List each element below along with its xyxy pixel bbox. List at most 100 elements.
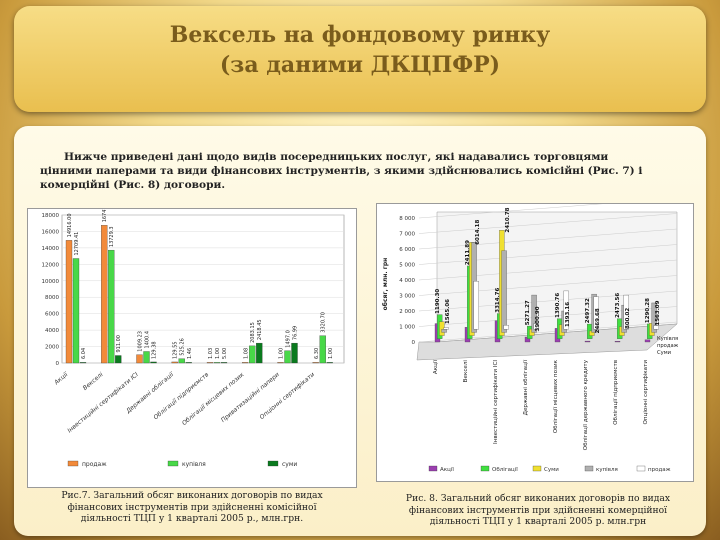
bar (277, 362, 284, 364)
bar (143, 351, 150, 364)
bar (256, 342, 263, 364)
bar (473, 281, 479, 330)
data-label: 2083.15 (250, 322, 256, 343)
bar (171, 361, 178, 364)
data-label: 6.04 (81, 348, 87, 359)
bar (614, 341, 621, 343)
data-label: 1290.28 (645, 298, 651, 323)
slide-title: Вексель на фондовому ринку (за даними ДК… (14, 20, 706, 80)
gridline (418, 306, 678, 327)
y-tick-label: 2000 (45, 345, 59, 351)
data-label: 6014.18 (475, 220, 481, 245)
x-category-label: Векселі (463, 360, 469, 383)
data-label: 1009.23 (138, 331, 144, 352)
title-line-1: Вексель на фондовому ринку (169, 22, 551, 48)
y-tick-label: 4000 (45, 328, 59, 334)
data-label: 1390.76 (555, 293, 561, 318)
y-tick-label: 2 000 (399, 309, 415, 315)
caption-fig7: Рис.7. Загальний обсяг виконаних договор… (40, 490, 344, 525)
bar (150, 361, 157, 364)
y-tick-label: 7 000 (399, 232, 415, 238)
data-label: 129.55 (173, 341, 179, 359)
legend-label: купівля (596, 467, 618, 473)
x-category-label: Приватизаційні папери (220, 371, 281, 424)
data-label: 2469.68 (595, 308, 601, 333)
legend-swatch (267, 460, 279, 467)
x-category-label: Облігації державного кредиту (583, 359, 589, 450)
gridline (418, 244, 678, 265)
data-label: 1.00 (279, 348, 285, 359)
bar (185, 362, 192, 364)
data-label: 14916.00 (67, 213, 73, 237)
x-category-label: Акції (433, 360, 439, 375)
data-label: 3320.70 (321, 312, 327, 333)
y-tick-label: 10000 (42, 279, 60, 285)
legend-label: Акції (440, 467, 454, 473)
side-legend-label: Суми (657, 350, 671, 356)
gridline (418, 321, 678, 343)
data-label: 1565.06 (445, 299, 451, 324)
data-label: 2418.45 (257, 319, 263, 340)
bar (213, 362, 221, 364)
data-label: 1393.16 (565, 302, 571, 327)
x-category-label: Облігації місцевих позик (181, 371, 246, 427)
y-tick-label: 8000 (45, 295, 59, 301)
legend-label: продаж (648, 467, 671, 473)
data-label: 13729.3 (109, 226, 115, 247)
bar (65, 240, 73, 364)
data-label: 2497.32 (585, 298, 591, 323)
caption-fig8-line-2: фінансових інструментів при здійсненні к… (408, 504, 668, 516)
x-category-label: Державні облігації (523, 360, 529, 416)
caption-fig8-line-1: Рис. 8. Загальний обсяг виконаних догово… (405, 493, 671, 504)
chart-commission-svg: 0 2000 4000 6000 8000 10000 12000 14000 16000 180… (28, 198, 356, 479)
bar (584, 340, 591, 343)
bar (284, 350, 291, 364)
data-label: 1.03 (208, 348, 214, 359)
bar (206, 362, 214, 364)
data-label: 129.38 (152, 341, 158, 359)
data-label: 1.00 (328, 348, 334, 359)
y-tick-label: 4 000 (399, 278, 415, 284)
y-axis-label: обсяг, млн. грн (382, 258, 389, 311)
y-tick-label: 0 (56, 361, 60, 367)
chart-commercial: 0 1 000 2 000 3 000 4 000 5 000 6 000 7 000 8 00… (376, 197, 694, 482)
data-label: 16747.24 (102, 209, 108, 222)
bar (441, 329, 447, 333)
data-label: 1.46 (187, 348, 193, 359)
data-label: 3900.90 (535, 306, 541, 331)
legend-label: продаж (82, 461, 107, 468)
legend-swatch (67, 460, 79, 467)
side-legend-label: продаж (657, 343, 679, 349)
y-tick-label: 6000 (45, 312, 59, 318)
bar (249, 345, 256, 364)
bar (503, 325, 509, 330)
intro-line-2: цінними паперами та види фінансових інст… (40, 165, 643, 177)
x-category-label: Інвестиційні сертифікати ІСІ (492, 360, 499, 444)
y-tick-label: 16000 (42, 229, 60, 235)
data-label: 1563.09 (655, 300, 661, 325)
chart-commission: 0 2000 4000 6000 8000 10000 12000 14000 16000 180… (27, 198, 357, 488)
bar (439, 321, 445, 336)
data-label: 1.00 (215, 348, 221, 359)
x-category-label: Інвестиційні сертифікати ІСІ (66, 371, 140, 434)
bar (501, 250, 507, 333)
bar (115, 355, 122, 364)
gridline (418, 228, 678, 250)
legend-swatch (480, 465, 490, 472)
bar (242, 362, 249, 364)
bar (312, 362, 319, 364)
data-label: 1497.0 (286, 330, 292, 348)
x-category-label: Векселі (82, 371, 105, 392)
bar (136, 354, 143, 364)
data-label: 1400.4 (145, 331, 151, 349)
legend-label: Облігації (492, 467, 518, 473)
title-banner: Вексель на фондовому ринку (за даними ДК… (14, 6, 706, 112)
caption-fig7-line-2: фінансових інструментів при здійсненні к… (67, 501, 317, 513)
legend-swatch (636, 465, 646, 472)
caption-fig7-line-3: діяльності ТЦП у 1 кварталі 2005 р., млн… (80, 513, 304, 524)
bar (593, 296, 599, 330)
bar (101, 225, 108, 364)
chart-commercial-svg: 0 1 000 2 000 3 000 4 000 5 000 6 000 7 000 8 00… (377, 197, 693, 478)
data-label: 5.00 (222, 348, 228, 359)
bar (563, 290, 569, 330)
